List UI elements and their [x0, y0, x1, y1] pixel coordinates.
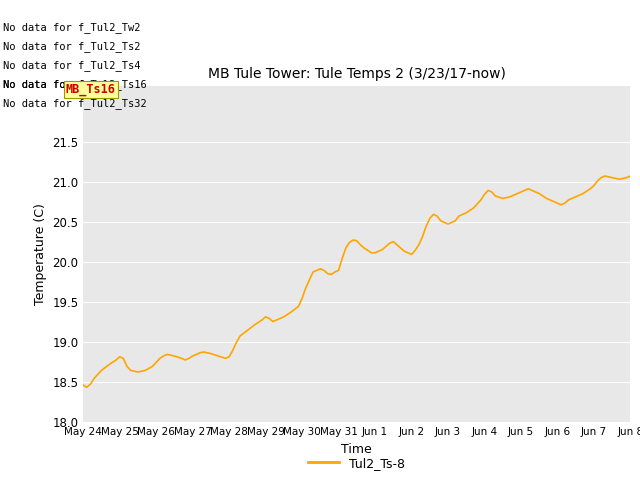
Text: No data for f_Tul2_Tw2: No data for f_Tul2_Tw2 [3, 22, 141, 33]
Text: No data for f_Tul2_Ts4: No data for f_Tul2_Ts4 [3, 60, 141, 71]
Text: No data for f_Tul2_Ts2: No data for f_Tul2_Ts2 [3, 41, 141, 52]
Text: No data for f_Tul2_Ts32: No data for f_Tul2_Ts32 [3, 98, 147, 109]
Legend: Tul2_Ts-8: Tul2_Ts-8 [303, 452, 410, 475]
Y-axis label: Temperature (C): Temperature (C) [34, 204, 47, 305]
X-axis label: Time: Time [341, 443, 372, 456]
Text: No data for f_Tul2_Ts16: No data for f_Tul2_Ts16 [3, 79, 147, 90]
Title: MB Tule Tower: Tule Temps 2 (3/23/17-now): MB Tule Tower: Tule Temps 2 (3/23/17-now… [208, 67, 506, 81]
Text: No data for f_: No data for f_ [3, 79, 91, 90]
Text: MB_Ts16: MB_Ts16 [66, 83, 116, 96]
